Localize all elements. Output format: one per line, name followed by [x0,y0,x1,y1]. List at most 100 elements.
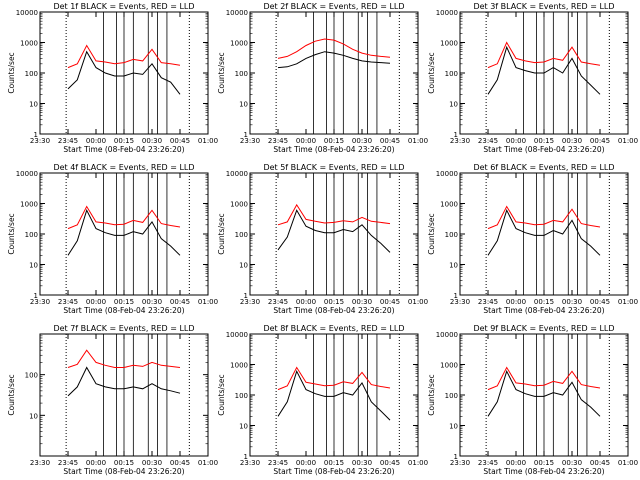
x-tick-label: 00:00 [506,298,526,306]
x-tick-label: 23:45 [478,137,498,145]
x-tick-label: 00:15 [324,298,344,306]
y-tick-label: 10 [239,262,248,270]
x-tick-label: 01:00 [198,459,218,467]
series-events-line [487,369,601,417]
panel-title: Det 5f BLACK = Events, RED = LLD [263,163,404,172]
x-tick-label: 00:15 [114,298,134,306]
x-tick-label: 01:00 [408,459,428,467]
panel-5: Det 5f BLACK = Events, RED = LLD 1 10 100 10… [217,163,428,315]
panel-title: Det 1f BLACK = Events, RED = LLD [53,2,194,11]
y-tick-label: 1 [454,292,458,300]
y-tick-label: 1 [244,292,248,300]
x-axis-label: Start Time (08-Feb-04 23:26:20) [273,467,394,476]
x-tick-label: 00:45 [170,459,190,467]
y-tick-label: 1 [454,453,458,461]
x-tick-label: 23:30 [240,459,260,467]
y-tick-label: 10 [449,423,458,431]
x-tick-label: 00:45 [380,459,400,467]
x-tick-label: 00:00 [86,459,106,467]
y-axis-label: Counts/sec [427,213,436,254]
x-tick-label: 01:00 [198,298,218,306]
y-axis-label: Counts/sec [217,52,226,93]
series-lld-line [277,366,391,391]
x-axis-label: Start Time (08-Feb-04 23:26:20) [273,145,394,154]
x-tick-label: 01:00 [198,137,218,145]
panel-title: Det 6f BLACK = Events, RED = LLD [473,163,614,172]
series-lld-line [487,205,601,230]
x-tick-label: 00:15 [114,459,134,467]
x-tick-label: 23:30 [30,459,50,467]
y-tick-label: 100 [235,231,248,239]
y-axis-label: Counts/sec [427,374,436,415]
panel-title: Det 3f BLACK = Events, RED = LLD [473,2,614,11]
x-axis-label: Start Time (08-Feb-04 23:26:20) [273,306,394,315]
panel-4: Det 4f BLACK = Events, RED = LLD 1 10 100 10… [7,163,218,315]
y-tick-label: 100 [445,70,458,78]
series-lld-line [277,203,391,226]
x-tick-label: 23:30 [30,137,50,145]
x-tick-label: 01:00 [618,459,638,467]
series-lld-line [487,366,601,391]
series-events-line [67,208,181,256]
series-events-line [487,208,601,256]
y-tick-label: 100 [445,231,458,239]
y-tick-label: 100 [25,70,38,78]
x-tick-label: 23:45 [58,459,78,467]
series-lld-line [67,205,181,230]
x-tick-label: 01:00 [408,298,428,306]
panel-9: Det 9f BLACK = Events, RED = LLD 1 10 100 10… [427,324,638,476]
y-tick-label: 1000 [440,362,458,370]
y-tick-label: 1000 [20,201,38,209]
y-tick-label: 100 [235,392,248,400]
x-tick-label: 00:15 [324,459,344,467]
series-events-line [277,209,391,253]
x-tick-label: 00:30 [352,459,372,467]
y-axis-label: Counts/sec [7,52,16,93]
panel-7: Det 7f BLACK = Events, RED = LLD 10 100 23:… [7,324,218,476]
x-tick-label: 00:00 [86,137,106,145]
y-tick-label: 1 [244,453,248,461]
y-tick-label: 100 [25,372,38,380]
x-tick-label: 00:45 [170,137,190,145]
y-tick-label: 10000 [436,170,458,178]
x-tick-label: 00:30 [352,298,372,306]
panel-2: Det 2f BLACK = Events, RED = LLD 1 10 100 10… [217,2,428,154]
x-tick-label: 00:45 [380,137,400,145]
x-tick-label: 23:45 [478,459,498,467]
y-tick-label: 10000 [16,170,38,178]
x-tick-label: 00:30 [142,298,162,306]
x-tick-label: 23:45 [478,298,498,306]
x-tick-label: 00:00 [86,298,106,306]
x-tick-label: 01:00 [618,298,638,306]
y-tick-label: 10 [29,101,38,109]
x-axis-label: Start Time (08-Feb-04 23:26:20) [483,145,604,154]
y-tick-label: 1000 [230,201,248,209]
panel-title: Det 8f BLACK = Events, RED = LLD [263,324,404,333]
y-tick-label: 1000 [440,201,458,209]
x-tick-label: 00:30 [562,137,582,145]
y-tick-label: 10000 [436,331,458,339]
panel-3: Det 3f BLACK = Events, RED = LLD 1 10 100 10… [427,2,638,154]
x-tick-label: 23:45 [58,137,78,145]
x-tick-label: 00:45 [590,298,610,306]
series-lld-line [277,38,391,59]
x-tick-label: 00:15 [114,137,134,145]
x-tick-label: 00:00 [296,298,316,306]
x-axis-label: Start Time (08-Feb-04 23:26:20) [63,306,184,315]
x-tick-label: 23:45 [268,137,288,145]
panel-title: Det 2f BLACK = Events, RED = LLD [263,2,404,11]
x-tick-label: 00:30 [352,137,372,145]
y-tick-label: 1000 [20,40,38,48]
series-lld-line [67,349,181,368]
x-tick-label: 23:30 [30,298,50,306]
series-events-line [487,45,601,95]
x-tick-label: 00:45 [590,137,610,145]
x-tick-label: 00:45 [590,459,610,467]
panel-6: Det 6f BLACK = Events, RED = LLD 1 10 100 10… [427,163,638,315]
x-tick-label: 23:45 [58,298,78,306]
series-events-line [277,51,391,69]
y-tick-label: 10000 [226,9,248,17]
y-axis-label: Counts/sec [217,374,226,415]
series-lld-line [487,41,601,69]
x-axis-label: Start Time (08-Feb-04 23:26:20) [63,145,184,154]
